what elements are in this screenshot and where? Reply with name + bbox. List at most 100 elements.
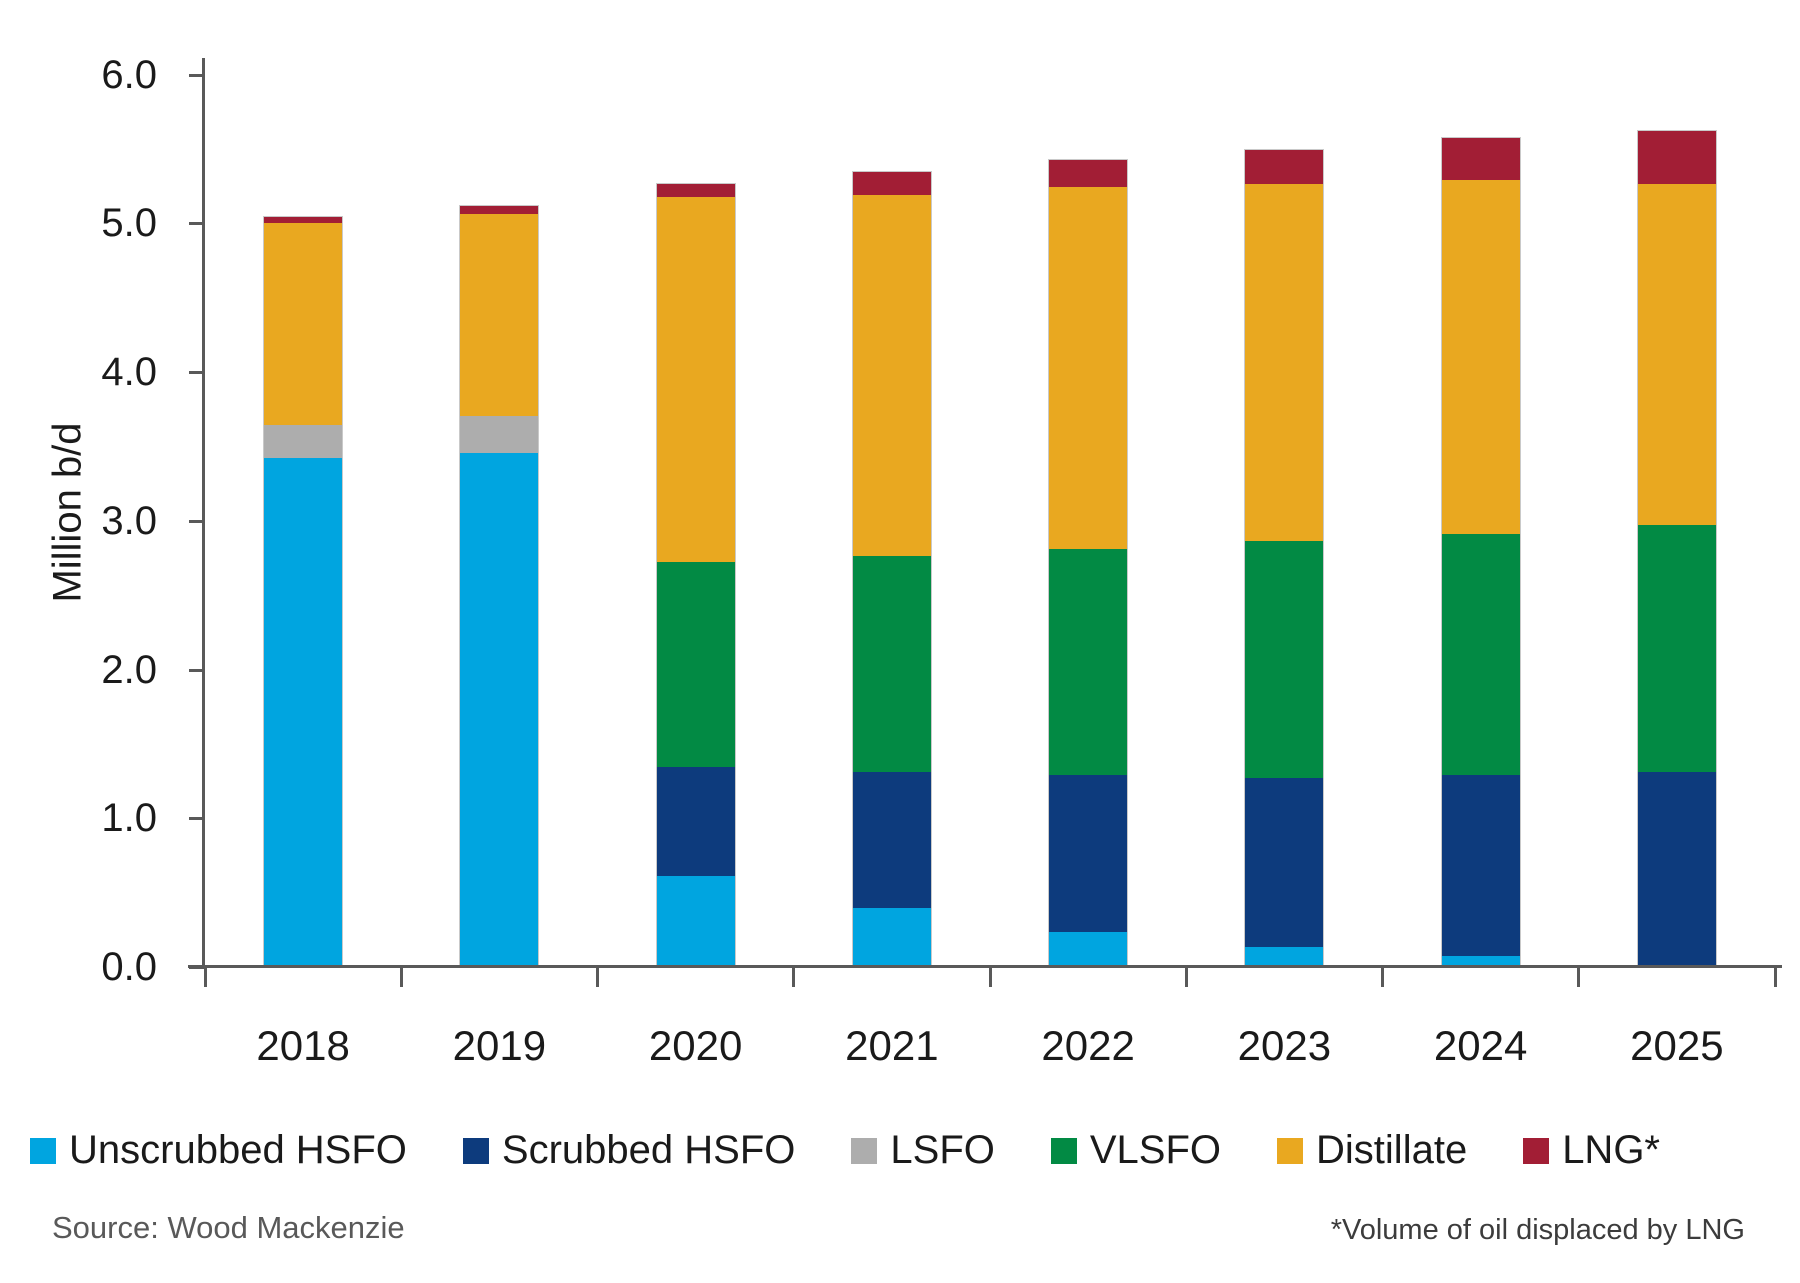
footer: Source: Wood Mackenzie *Volume of oil di… (0, 1210, 1800, 1270)
x-tick-mark (399, 967, 403, 987)
legend-swatch (1277, 1137, 1304, 1164)
bar-segment-scrubbed-hsfo (1049, 774, 1128, 933)
bar-segment-distillate (1049, 187, 1128, 549)
x-tick-label: 2025 (1630, 1022, 1724, 1069)
bar-segment-scrubbed-hsfo (1441, 774, 1520, 957)
legend-label: Scrubbed HSFO (501, 1128, 796, 1172)
bar-segment-lng- (852, 172, 931, 195)
y-tick-mark (189, 668, 205, 672)
bar-segment-unscrubbed-hsfo (852, 908, 931, 965)
bar-segment-lng- (264, 216, 343, 223)
bar-segment-lng- (460, 206, 539, 214)
x-tick-mark (1577, 967, 1581, 987)
lng-footnote: *Volume of oil displaced by LNG (1330, 1214, 1745, 1246)
bar-segment-distillate (264, 222, 343, 426)
legend-item-scrubbed-hsfo: Scrubbed HSFO (462, 1128, 796, 1173)
legend-label: Distillate (1316, 1128, 1468, 1172)
plot-area: 6.0 5.0 4.0 3.0 2.0 1.0 0.0 2018 2019 2020 2021 20… (101, 0, 1782, 1069)
legend-swatch (462, 1137, 489, 1164)
legend-item-unscrubbed-hsfo: Unscrubbed HSFO (30, 1128, 407, 1173)
y-tick-mark (189, 371, 205, 374)
stacked-bar-2019 (460, 206, 539, 965)
bar-segment-lsfo (460, 416, 539, 454)
y-tick-mark (189, 519, 205, 523)
stacked-bar-2025 (1637, 130, 1716, 965)
bar-slot (794, 0, 990, 967)
bar-segment-lsfo (264, 425, 343, 458)
bar-segment-unscrubbed-hsfo (264, 457, 343, 965)
bar-slot (401, 0, 597, 967)
legend-item-lsfo: LSFO (851, 1128, 995, 1173)
bar-slot (1579, 0, 1775, 967)
stacked-bar-2020 (656, 184, 735, 965)
bar-segment-unscrubbed-hsfo (1245, 947, 1324, 965)
legend-swatch (30, 1137, 56, 1164)
x-tick-label: 2020 (648, 1022, 743, 1069)
bar-segment-unscrubbed-hsfo (656, 875, 735, 965)
bar-segment-scrubbed-hsfo (1637, 771, 1716, 965)
bar-segment-distillate (1245, 184, 1324, 542)
x-tick-label: 2019 (452, 1022, 547, 1069)
bar-slot (205, 0, 401, 967)
legend-item-vlsfo: VLSFO (1050, 1128, 1222, 1173)
stacked-bar-2021 (852, 172, 931, 965)
stacked-bar-2023 (1245, 149, 1324, 965)
stacked-bar-2024 (1441, 137, 1520, 965)
y-tick-label: 3.0 (101, 498, 157, 543)
x-tick-mark (596, 967, 599, 987)
legend-label: LSFO (890, 1128, 995, 1172)
x-tick-label: 2023 (1237, 1022, 1332, 1069)
bar-segment-distillate (656, 197, 735, 562)
legend-swatch (851, 1137, 878, 1164)
legend-label: Unscrubbed HSFO (69, 1128, 407, 1172)
bar-segment-distillate (460, 213, 539, 417)
x-tick-label: 2022 (1041, 1022, 1135, 1069)
x-tick-label: 2018 (256, 1022, 350, 1069)
bar-slot (1186, 0, 1382, 967)
bar-segment-unscrubbed-hsfo (1441, 956, 1520, 965)
legend-item-lng-: LNG* (1523, 1128, 1660, 1173)
bar-segment-vlsfo (1637, 524, 1716, 772)
y-tick-label: 2.0 (101, 647, 157, 692)
legend-swatch (1523, 1137, 1550, 1164)
x-tick-mark (792, 967, 796, 987)
y-axis-line (202, 58, 205, 967)
bar-segment-vlsfo (1245, 541, 1324, 778)
x-tick-mark (203, 967, 207, 987)
bar-segment-vlsfo (656, 561, 735, 768)
bar-segment-distillate (1637, 184, 1716, 525)
y-tick-label: 1.0 (101, 796, 157, 841)
source-note: Source: Wood Mackenzie (52, 1210, 405, 1245)
bar-segment-scrubbed-hsfo (852, 771, 931, 909)
x-axis-line (188, 965, 1782, 968)
x-tick-mark (1773, 967, 1777, 987)
x-tick-mark (1381, 967, 1384, 987)
legend-label: LNG* (1562, 1128, 1660, 1172)
bar-segment-vlsfo (1441, 533, 1520, 775)
bar-segment-distillate (1441, 179, 1520, 534)
y-tick-label: 4.0 (101, 350, 157, 394)
bar-segment-scrubbed-hsfo (1245, 777, 1324, 948)
x-tick-label: 2024 (1433, 1022, 1528, 1069)
bar-segment-lng- (1441, 137, 1520, 180)
bar-segment-lng- (1637, 130, 1716, 185)
bar-segment-lng- (656, 184, 735, 198)
bar-segment-scrubbed-hsfo (656, 767, 735, 876)
y-tick-label: 6.0 (101, 52, 157, 97)
x-tick-mark (1184, 967, 1188, 987)
x-tick-label: 2021 (845, 1022, 939, 1069)
stacked-bar-2022 (1049, 160, 1128, 965)
y-tick-mark (189, 817, 205, 821)
y-tick-mark (189, 73, 205, 77)
y-tick-label: 0.0 (101, 945, 157, 989)
bar-segment-lng- (1245, 149, 1324, 185)
x-tick-mark (988, 967, 992, 987)
bar-segment-distillate (852, 194, 931, 556)
bar-segment-unscrubbed-hsfo (460, 453, 539, 965)
bar-segment-vlsfo (1049, 548, 1128, 775)
y-tick-label: 5.0 (101, 201, 157, 246)
legend-swatch (1050, 1137, 1077, 1164)
legend-label: VLSFO (1089, 1128, 1222, 1172)
bar-slot (1383, 0, 1579, 967)
